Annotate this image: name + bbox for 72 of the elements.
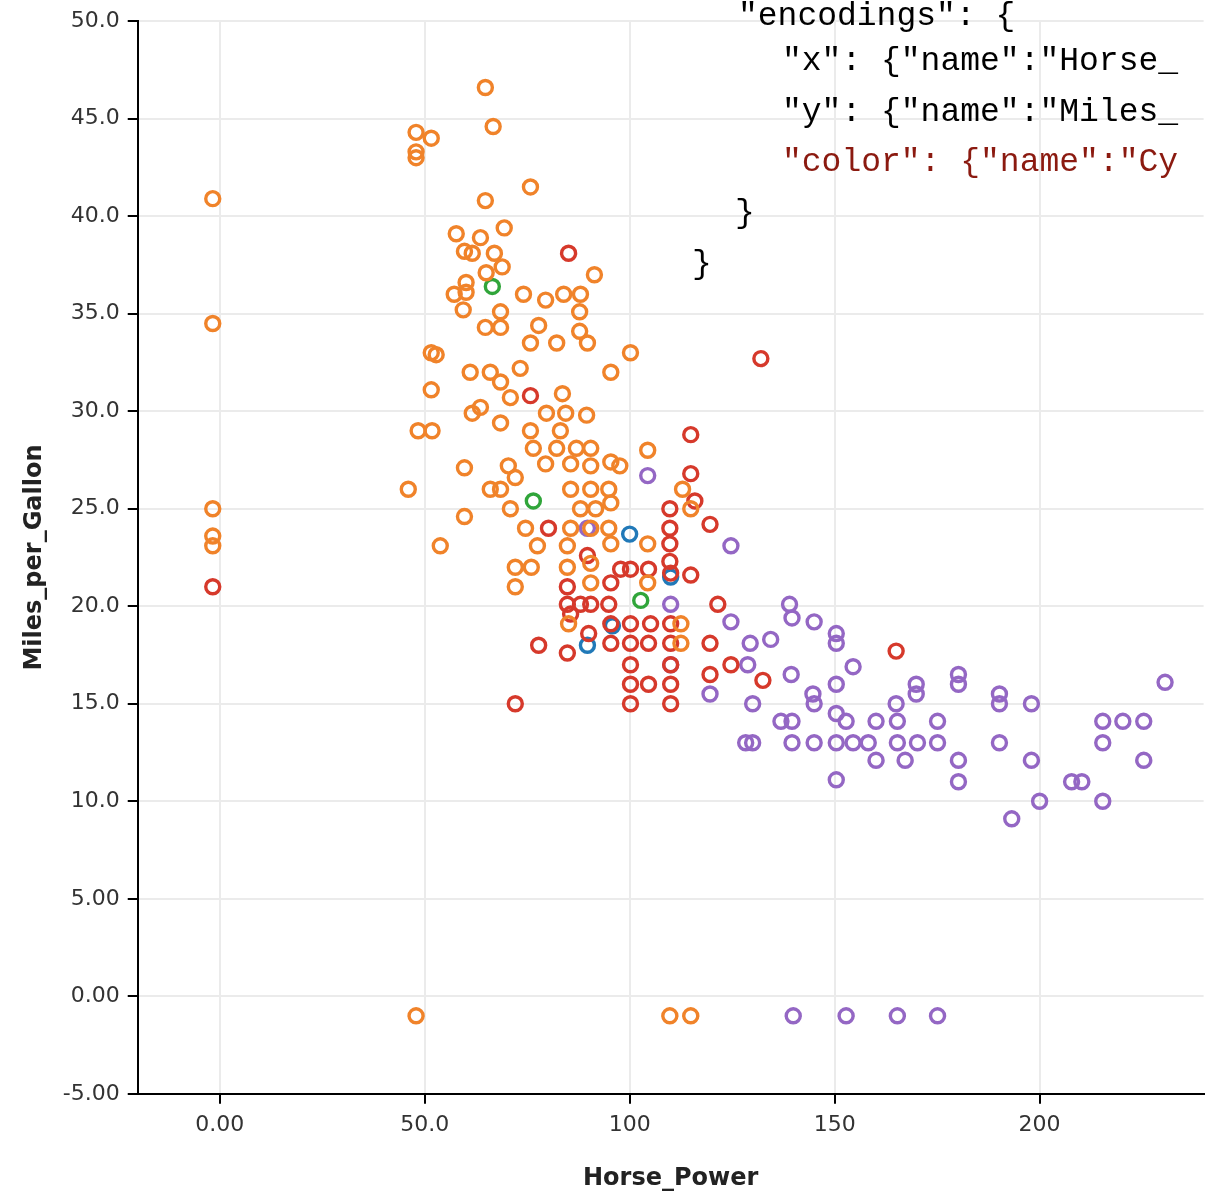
x-tick-label: 50.0 [400, 1110, 450, 1136]
point [621, 656, 640, 674]
point [539, 519, 558, 537]
point [661, 519, 679, 537]
y-tick-label: 0.00 [70, 982, 120, 1008]
point [682, 566, 700, 584]
point [682, 425, 700, 444]
point [682, 464, 700, 483]
point [701, 634, 719, 653]
x-tick-label: 0.00 [195, 1110, 245, 1136]
point [722, 656, 740, 674]
point [621, 675, 640, 693]
point [639, 634, 658, 653]
point [754, 671, 772, 690]
annotation: "color": {"name":"Cy [782, 144, 1179, 181]
y-axis-title: Miles_per_Gallon [18, 444, 47, 671]
point [620, 525, 639, 543]
point [887, 642, 905, 660]
point [661, 500, 679, 518]
point [641, 615, 660, 633]
annotation: } [735, 195, 755, 232]
x-axis-title: Horse_Power [582, 1162, 759, 1191]
y-tick-label: -5.00 [62, 1079, 120, 1105]
point [661, 695, 680, 713]
point [529, 636, 548, 654]
y-tick-label: 30.0 [70, 396, 120, 422]
point [602, 574, 620, 592]
y-tick-label: 20.0 [70, 591, 120, 617]
x-tick-label: 100 [608, 1110, 651, 1136]
y-tick-label: 25.0 [70, 494, 120, 520]
point [602, 634, 620, 653]
point [701, 665, 719, 684]
y-tick-label: 40.0 [70, 201, 120, 227]
annotation: "y": {"name":"Miles_ [782, 94, 1179, 131]
x-tick-label: 150 [813, 1110, 856, 1136]
point [579, 624, 598, 643]
point [621, 634, 640, 653]
y-tick-label: 35.0 [70, 299, 120, 325]
point [621, 695, 640, 713]
point [621, 615, 640, 633]
point [661, 675, 680, 693]
point [571, 595, 590, 613]
point [204, 578, 222, 596]
point [639, 675, 658, 693]
annotation: "x": {"name":"Horse_ [782, 43, 1179, 80]
point [558, 578, 577, 596]
point [483, 277, 502, 296]
point [611, 560, 630, 578]
point [582, 595, 600, 613]
point [506, 695, 524, 713]
point [558, 595, 577, 613]
point [621, 560, 640, 578]
point [752, 349, 770, 368]
point [632, 591, 650, 610]
annotation: "encodings": { [738, 0, 1016, 35]
y-tick-label: 10.0 [70, 786, 120, 812]
annotation: } [692, 246, 712, 283]
point [661, 535, 679, 553]
point [661, 552, 679, 571]
point [661, 564, 680, 582]
point [559, 244, 578, 262]
y-tick-label: 45.0 [70, 104, 120, 130]
point [701, 515, 719, 534]
point [600, 595, 618, 613]
x-tick-label: 200 [1018, 1110, 1061, 1136]
point [558, 644, 577, 662]
y-tick-label: 5.00 [70, 884, 120, 910]
y-tick-label: 15.0 [70, 689, 120, 715]
point [521, 386, 540, 405]
y-tick-label: 50.0 [70, 6, 120, 32]
point [709, 595, 727, 613]
point [524, 492, 543, 510]
